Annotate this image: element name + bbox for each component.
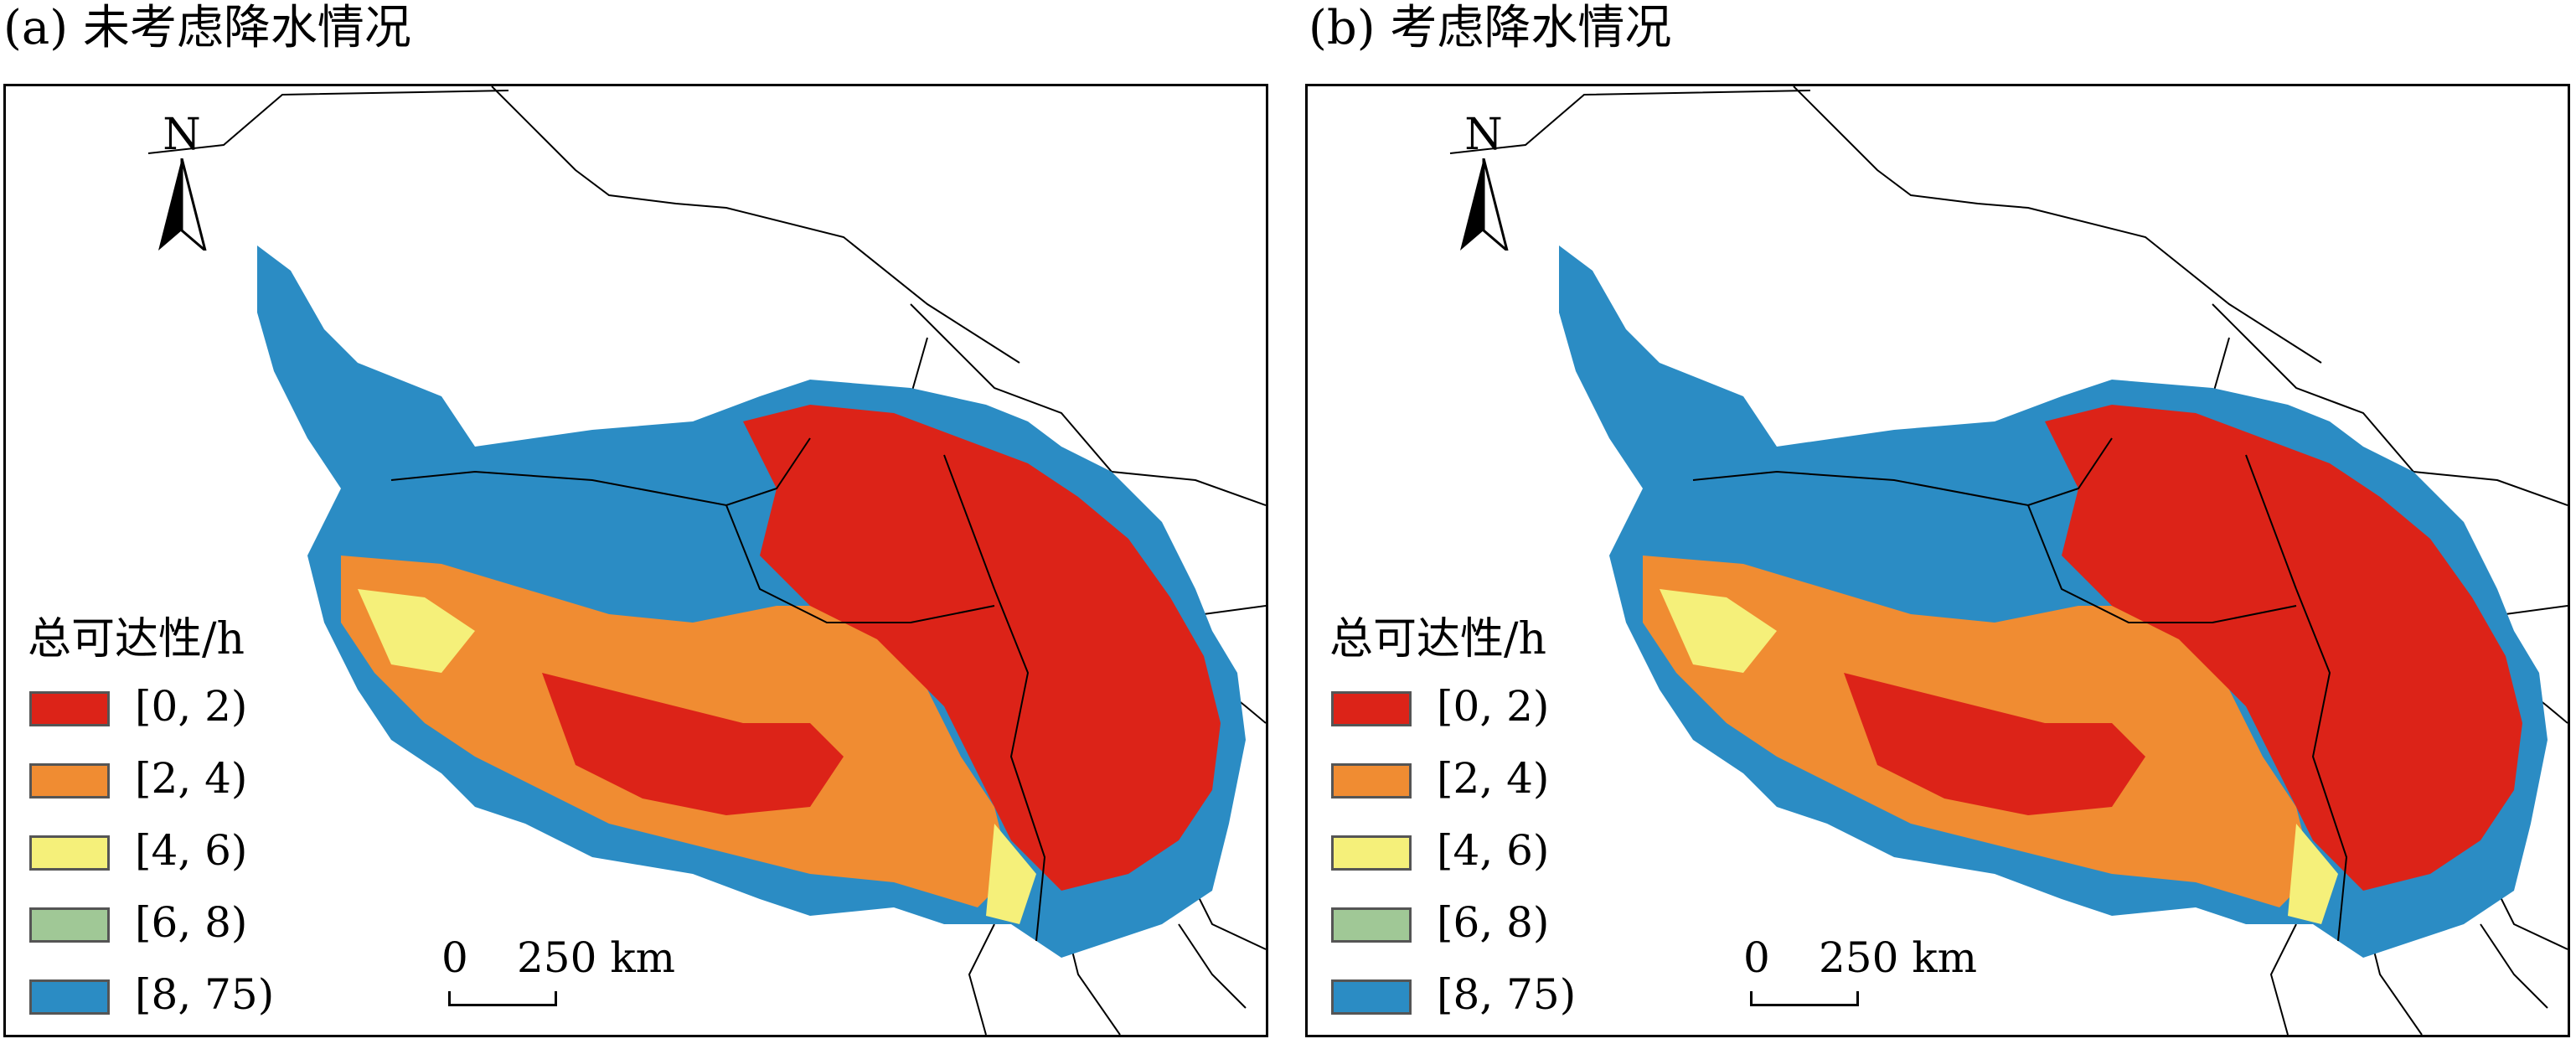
- legend: 总可达性/h [0, 2) [2, 4) [4, 6) [6, 8) [8, 7…: [28, 614, 274, 1035]
- legend-item: [4, 6): [28, 820, 248, 892]
- legend-label: [4, 6): [1437, 826, 1550, 875]
- plateau-region: [1559, 245, 2548, 958]
- scale-bar: 0 250 km: [441, 933, 726, 1025]
- scale-bar: 0 250 km: [1743, 933, 2028, 1025]
- map-b-canvas: [1449, 86, 2568, 1035]
- scale-line: [1750, 991, 1859, 1006]
- scale-zero-label: 0: [1743, 933, 1770, 982]
- legend-label: [2, 4): [135, 754, 248, 803]
- legend-item: [2, 4): [28, 748, 248, 820]
- legend-swatch: [1331, 691, 1412, 726]
- map-a-canvas: [147, 86, 1266, 1035]
- legend-item: [6, 8): [1329, 892, 1550, 964]
- north-arrow: N: [1450, 111, 1517, 254]
- legend-swatch: [29, 691, 110, 726]
- north-arrow-icon: [1460, 158, 1509, 251]
- legend-swatch: [29, 979, 110, 1015]
- map-panel-a: N 总可达性/h [0, 2) [2, 4) [4, 6) [6, 8) [8,…: [3, 84, 1268, 1037]
- north-label: N: [1464, 110, 1503, 160]
- internal-boundaries: [390, 437, 1046, 942]
- legend-item: [0, 2): [1329, 676, 1550, 748]
- legend-label: [8, 75): [1437, 970, 1577, 1019]
- legend-swatch: [1331, 835, 1412, 871]
- legend-item: [8, 75): [1329, 964, 1576, 1035]
- north-label: N: [163, 110, 201, 160]
- legend-label: [0, 2): [135, 682, 248, 731]
- legend-item: [2, 4): [1329, 748, 1550, 820]
- legend-label: [4, 6): [135, 826, 248, 875]
- internal-boundaries: [1692, 437, 2348, 942]
- plateau-region: [257, 245, 1246, 958]
- legend-swatch: [29, 835, 110, 871]
- legend-label: [6, 8): [1437, 898, 1550, 947]
- scale-line: [448, 991, 557, 1006]
- legend-label: [2, 4): [1437, 754, 1550, 803]
- legend-swatch: [29, 907, 110, 943]
- legend-swatch: [1331, 907, 1412, 943]
- legend-title: 总可达性/h: [1329, 614, 1547, 664]
- legend-swatch: [29, 763, 110, 799]
- legend-item: [0, 2): [28, 676, 248, 748]
- legend-label: [8, 75): [135, 970, 275, 1019]
- legend-label: [0, 2): [1437, 682, 1550, 731]
- legend-title: 总可达性/h: [28, 614, 245, 664]
- scale-zero-label: 0: [441, 933, 468, 982]
- north-arrow-icon: [158, 158, 207, 251]
- legend-label: [6, 8): [135, 898, 248, 947]
- map-panel-b: N 总可达性/h [0, 2) [2, 4) [4, 6) [6, 8) [8,…: [1305, 84, 2570, 1037]
- legend: 总可达性/h [0, 2) [2, 4) [4, 6) [6, 8) [8, 7…: [1329, 614, 1576, 1035]
- scale-distance-label: 250 km: [1819, 933, 1978, 982]
- legend-item: [8, 75): [28, 964, 274, 1035]
- legend-item: [4, 6): [1329, 820, 1550, 892]
- panel-b-title: (b) 考虑降水情况: [1309, 1, 1672, 55]
- north-arrow: N: [148, 111, 215, 254]
- legend-swatch: [1331, 763, 1412, 799]
- panel-a-title: (a) 未考虑降水情况: [3, 1, 411, 55]
- legend-item: [6, 8): [28, 892, 248, 964]
- scale-distance-label: 250 km: [517, 933, 676, 982]
- legend-swatch: [1331, 979, 1412, 1015]
